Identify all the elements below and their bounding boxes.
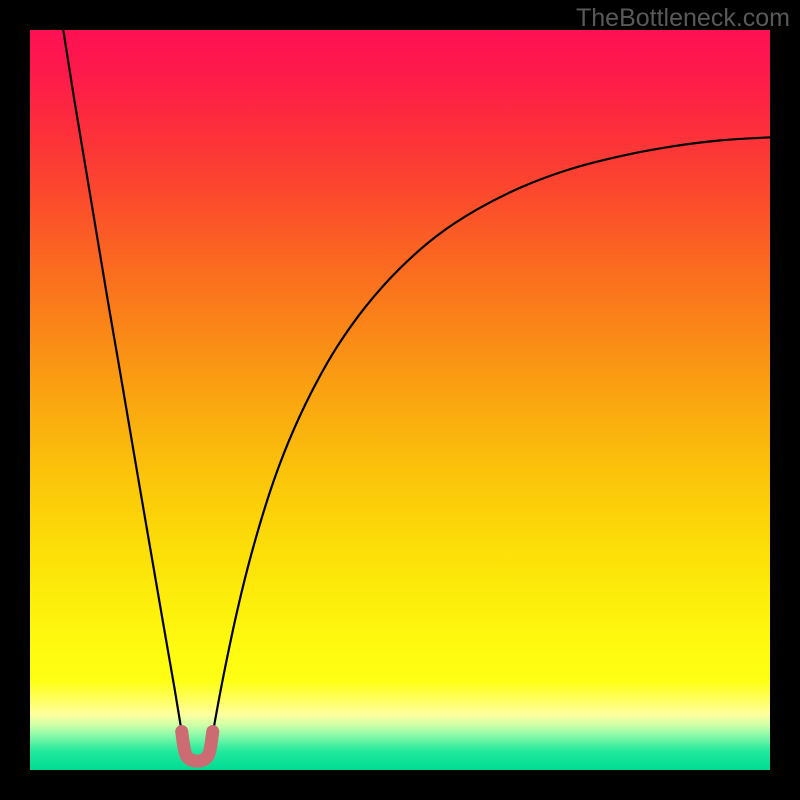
chart-background-gradient [30,30,770,770]
bottleneck-chart: TheBottleneck.com [0,0,800,800]
chart-svg [0,0,800,800]
watermark-text: TheBottleneck.com [576,4,790,33]
